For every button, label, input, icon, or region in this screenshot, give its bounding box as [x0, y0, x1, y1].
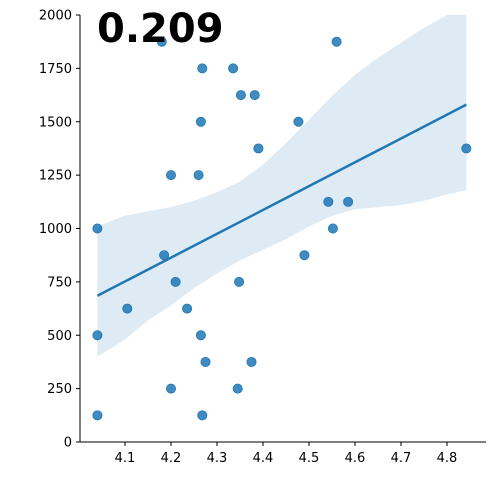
data-point — [195, 116, 206, 127]
x-tick-label: 4.2 — [161, 451, 182, 466]
data-point — [232, 383, 243, 394]
data-point — [200, 356, 211, 367]
regression-line — [96, 103, 467, 297]
y-tick-label: 1000 — [39, 222, 72, 237]
data-points-layer — [92, 36, 472, 421]
x-tick-label: 4.4 — [253, 451, 274, 466]
data-point — [246, 356, 257, 367]
confidence-band — [97, 15, 467, 357]
y-tick-label: 1250 — [39, 169, 72, 184]
x-tick-label: 4.1 — [115, 451, 136, 466]
data-point — [165, 170, 176, 181]
data-point — [193, 170, 204, 181]
data-point — [170, 276, 181, 287]
data-point — [92, 223, 103, 234]
data-point — [182, 303, 193, 314]
data-point — [327, 223, 338, 234]
x-tick-label: 4.3 — [207, 451, 228, 466]
data-point — [253, 143, 264, 154]
chart-title: 0.209 — [97, 6, 224, 52]
y-tick-label: 750 — [47, 275, 72, 290]
data-point — [235, 90, 246, 101]
data-point — [228, 63, 239, 74]
data-point — [92, 410, 103, 421]
confidence-band-layer — [97, 15, 467, 357]
y-tick-label: 1500 — [39, 115, 72, 130]
x-tick-label: 4.5 — [299, 451, 320, 466]
data-point — [197, 63, 208, 74]
data-point — [156, 36, 167, 47]
data-point — [195, 330, 206, 341]
y-tick-label: 2000 — [39, 9, 72, 24]
data-point — [343, 196, 354, 207]
y-tick-label: 1750 — [39, 62, 72, 77]
regression-line-layer — [96, 103, 467, 297]
data-point — [197, 410, 208, 421]
x-tick-label: 4.6 — [345, 451, 366, 466]
y-tick-label: 0 — [64, 436, 72, 451]
y-tick-label: 500 — [47, 329, 72, 344]
data-point — [299, 250, 310, 261]
data-point — [461, 143, 472, 154]
x-tick-label: 4.7 — [391, 451, 412, 466]
data-point — [122, 303, 133, 314]
data-point — [331, 36, 342, 47]
data-point — [293, 116, 304, 127]
data-point — [92, 330, 103, 341]
data-point — [234, 276, 245, 287]
x-ticks-layer: 4.1 4.2 4.3 4.4 4.5 4.6 4.7 4.8 — [115, 442, 458, 466]
y-tick-label: 250 — [47, 382, 72, 397]
data-point — [323, 196, 334, 207]
data-point — [165, 383, 176, 394]
data-point — [249, 90, 260, 101]
y-ticks-layer: 0 250 500 750 1000 1250 1500 1750 2000 — [39, 9, 80, 451]
data-point — [159, 250, 170, 261]
x-tick-label: 4.8 — [437, 451, 458, 466]
